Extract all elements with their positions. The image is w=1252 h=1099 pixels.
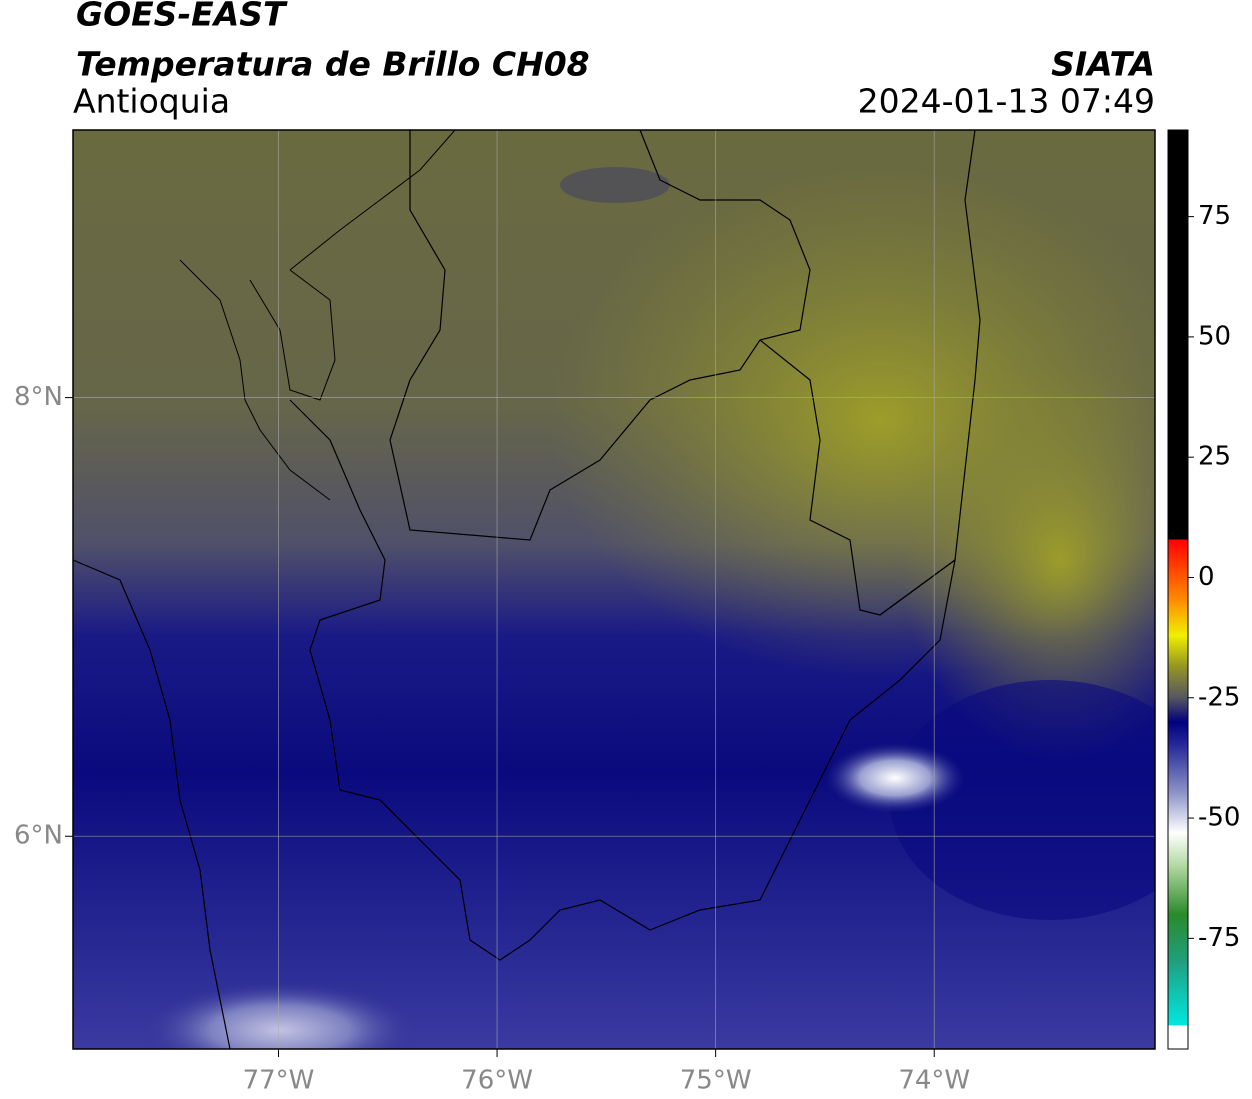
colorbar-segment [1168, 793, 1188, 833]
colorbar-segment [1168, 664, 1188, 699]
map-imagery [73, 130, 1155, 1049]
colorbar-segment [1168, 1024, 1188, 1050]
colorbar: -75 -50 -25 0 25 50 75 [1167, 129, 1240, 1050]
subtitle: Temperatura de Brillo CH08 [76, 45, 590, 84]
x-tick-label: 76°W [461, 1066, 533, 1096]
colorbar-segment [1168, 130, 1188, 540]
y-tick-label: 8°N [14, 382, 63, 412]
colorbar-segment [1168, 832, 1188, 867]
grid [73, 130, 1155, 1049]
colorbar-tick-label: -50 [1198, 803, 1240, 833]
colorbar-segment [1168, 601, 1188, 636]
colorbar-frame [1167, 129, 1189, 1050]
colorbar-segment [1168, 914, 1188, 963]
colorbar-segment [1168, 635, 1188, 665]
title: GOES-EAST [76, 0, 288, 34]
datetime: 2024-01-13 07:49 [858, 82, 1155, 121]
colorbar-segment [1168, 721, 1188, 747]
colorbar-tick-label: 75 [1198, 201, 1231, 231]
map-frame [72, 129, 1156, 1050]
colorbar-segment [1168, 745, 1188, 795]
colorbar-tick-label: 25 [1198, 442, 1231, 472]
x-tick-label: 74°W [898, 1066, 970, 1096]
colorbar-tick-label: 50 [1198, 321, 1231, 351]
colorbar-tick-label: 0 [1198, 562, 1215, 592]
y-tick-label: 6°N [14, 821, 63, 851]
colorbar-tick-label: -25 [1198, 682, 1240, 712]
x-tick-label: 75°W [680, 1066, 752, 1096]
x-tick-label: 77°W [243, 1066, 315, 1096]
colorbar-segment [1168, 697, 1188, 723]
region: Antioquia [73, 82, 230, 121]
colorbar-segment [1168, 538, 1188, 603]
source: SIATA [1051, 45, 1155, 84]
colorbar-tick-label: -75 [1198, 923, 1240, 953]
colorbar-segment [1168, 962, 1188, 1026]
colorbar-segment [1168, 866, 1188, 915]
